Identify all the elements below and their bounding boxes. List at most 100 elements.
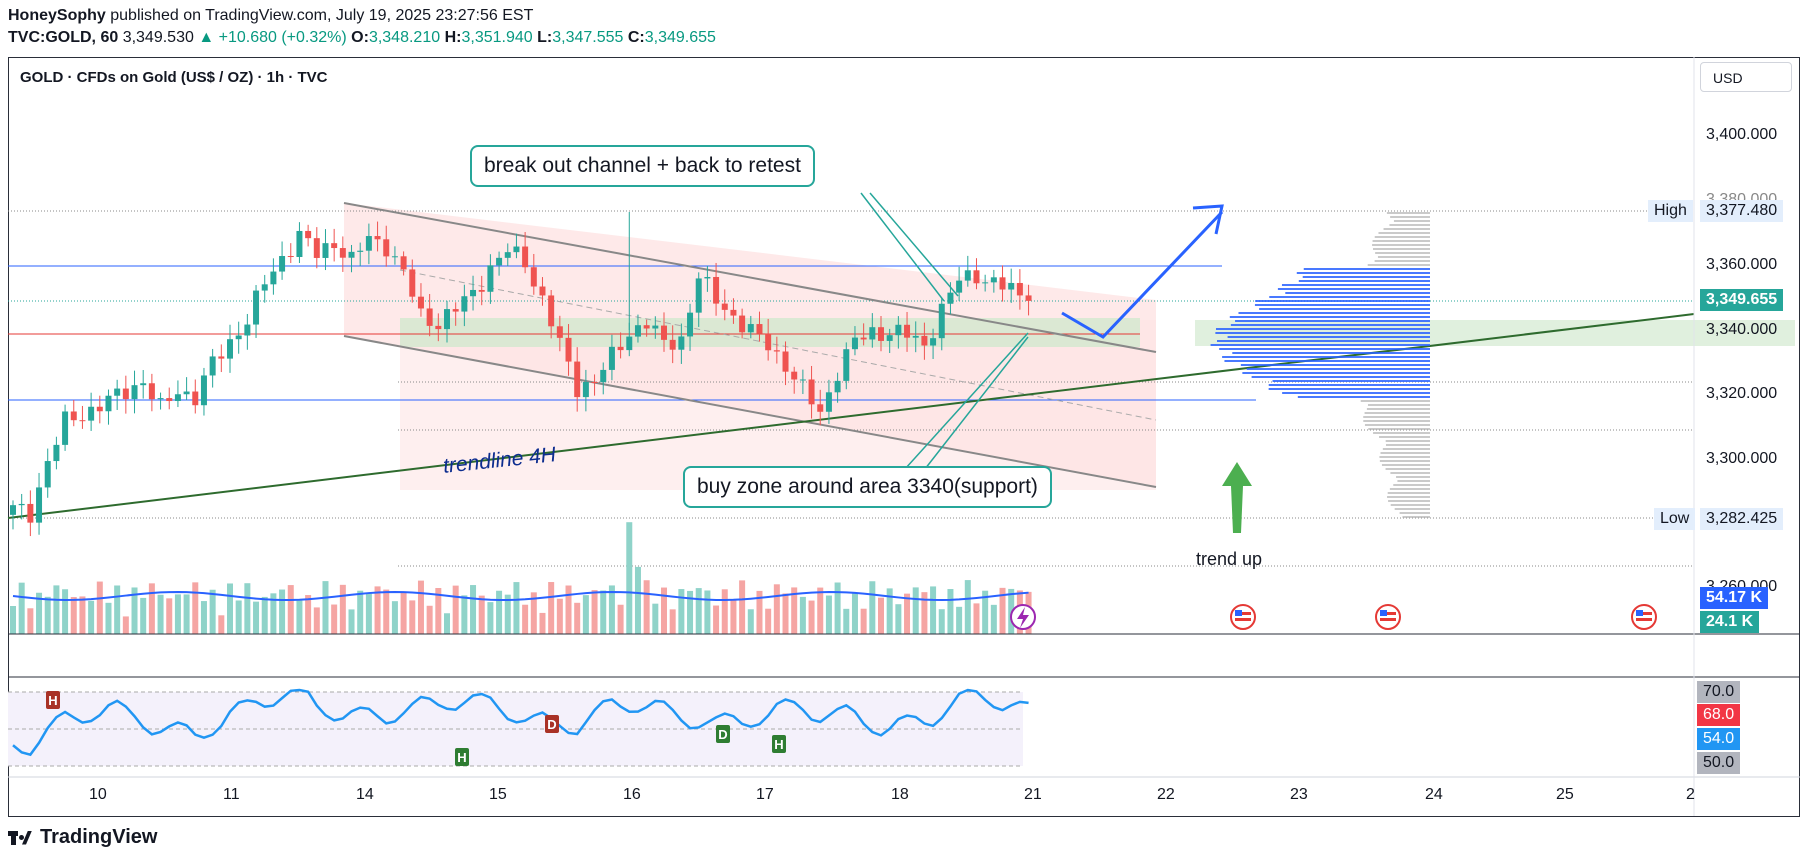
volume-bar — [921, 592, 928, 634]
volume-bar — [930, 586, 937, 634]
us-flag-icon[interactable] — [1631, 604, 1657, 630]
candle-body — [487, 265, 494, 292]
volume-profile-bar — [1374, 260, 1430, 262]
volume-bar — [791, 587, 798, 634]
volume-bar — [904, 593, 911, 634]
candle-body — [765, 333, 772, 351]
us-flag-icon[interactable] — [1230, 604, 1256, 630]
callout-buy-zone: buy zone around area 3340(support) — [683, 466, 1052, 508]
volume-profile-bar — [1269, 296, 1430, 298]
volume-bar — [765, 608, 772, 634]
candle-body — [895, 324, 902, 336]
volume-bar — [470, 585, 477, 634]
volume-profile-bar — [1215, 332, 1430, 334]
volume-bar — [365, 593, 372, 634]
candle-body — [131, 385, 138, 400]
volume-bar — [122, 616, 129, 634]
volume-profile-bar — [1360, 400, 1430, 402]
volume-profile-bar — [1383, 228, 1430, 230]
volume-bar — [756, 590, 763, 634]
candle-body — [88, 406, 95, 421]
candle-body — [513, 246, 520, 253]
volume-bar — [409, 600, 416, 634]
volume-profile-bar — [1386, 212, 1430, 214]
volume-profile-bar — [1385, 440, 1430, 442]
high-label: H: — [444, 29, 462, 46]
volume-bar — [131, 587, 138, 634]
volume-bar — [166, 598, 173, 634]
volume-bar — [817, 587, 824, 634]
candle-body — [713, 276, 720, 304]
volume-bar — [643, 580, 650, 634]
candle-body — [444, 309, 450, 330]
volume-tag: 24.1 K — [1700, 611, 1760, 633]
volume-bar — [600, 590, 607, 634]
candle-body — [930, 338, 937, 346]
currency-button[interactable]: USD — [1700, 62, 1792, 92]
tradingview-logo[interactable]: TradingView — [8, 826, 157, 849]
price-tick: 3,400.000 — [1706, 126, 1778, 143]
candle-body — [721, 303, 728, 310]
volume-bar — [886, 588, 893, 634]
rsi-70-tag: 70.0 — [1697, 681, 1741, 703]
candle-body — [678, 336, 685, 350]
volume-profile-bar — [1281, 284, 1430, 286]
volume-profile-bar — [1379, 460, 1430, 462]
author-name[interactable]: HoneySophy — [8, 7, 106, 24]
volume-profile-bar — [1396, 476, 1430, 478]
volume-profile-bar — [1373, 248, 1430, 250]
volume-bar — [339, 584, 346, 634]
price-tick: 3,360.000 — [1706, 256, 1778, 273]
candle-body — [79, 420, 86, 422]
volume-profile-bar — [1268, 388, 1430, 390]
volume-bar — [44, 596, 51, 634]
candle-body — [174, 394, 181, 402]
volume-profile-bar — [1372, 244, 1430, 246]
volume-bar — [704, 590, 711, 634]
current-price-tag: 3,349.655 — [1700, 289, 1784, 311]
volume-bar — [287, 585, 294, 634]
volume-bar — [140, 597, 147, 634]
candle-body — [261, 284, 268, 291]
volume-bar — [652, 603, 659, 634]
volume-bar — [253, 601, 260, 634]
candle-body — [496, 257, 503, 266]
candle-body — [982, 282, 989, 284]
candle-body — [391, 256, 398, 258]
volume-bar — [452, 585, 459, 634]
candles — [10, 212, 1032, 537]
low-value: 3,347.555 — [552, 29, 624, 46]
chart-legend[interactable]: GOLD · CFDs on Gold (US$ / OZ) · 1h · TV… — [18, 68, 330, 87]
low-value: 3,282.425 — [1700, 508, 1784, 530]
us-flag-icon[interactable] — [1375, 604, 1401, 630]
candle-body — [426, 308, 433, 326]
candle-body — [235, 335, 242, 340]
candle-body — [669, 339, 676, 350]
time-tick: 25 — [1556, 786, 1574, 803]
volume-bar — [556, 598, 563, 634]
ohlc-bar: TVC:GOLD, 60 3,349.530 ▲ +10.680 (+0.32%… — [8, 29, 716, 47]
candle-body — [365, 236, 372, 251]
rsi-marker-box — [772, 735, 786, 753]
volume-bar — [678, 589, 685, 634]
volume-bar — [70, 597, 77, 634]
volume-profile-bar — [1277, 288, 1430, 290]
lightning-icon[interactable] — [1010, 604, 1036, 630]
candle-body — [504, 252, 511, 258]
volume-bar — [808, 600, 815, 634]
candle-body — [417, 296, 424, 309]
channel-top-line — [343, 202, 1157, 353]
callout-bottom-pointer-a — [904, 332, 1029, 470]
candle-body — [634, 325, 641, 337]
rsi-line: H D D H H — [12, 688, 1029, 766]
volume-bar — [374, 586, 381, 634]
price-tick: 3,340.000 — [1706, 321, 1778, 338]
candle-body — [548, 295, 555, 327]
time-tick: 24 — [1425, 786, 1443, 803]
volume-bar — [96, 581, 103, 634]
volume-profile-bar — [1363, 420, 1430, 422]
candle-body — [383, 239, 390, 257]
rsi-marker-label: H — [457, 750, 466, 765]
volume-bar — [634, 566, 641, 634]
